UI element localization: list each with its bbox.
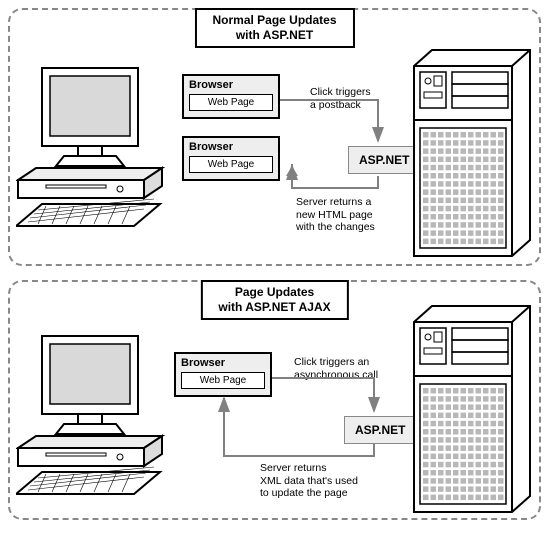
ann-line: to update the page xyxy=(260,487,358,500)
annotation-request: Click triggers an asynchronous call xyxy=(294,356,378,381)
panel-title: Normal Page Updates with ASP.NET xyxy=(194,8,354,48)
client-computer-icon xyxy=(16,330,166,500)
web-page-label: Web Page xyxy=(181,372,265,389)
title-line: Page Updates xyxy=(218,285,330,300)
ann-line: Server returns xyxy=(260,462,358,475)
aspnet-box: ASP.NET xyxy=(348,146,420,174)
title-line: Normal Page Updates xyxy=(212,13,336,28)
panel-title: Page Updates with ASP.NET AJAX xyxy=(200,280,348,320)
browser-label: Browser xyxy=(181,357,265,369)
ann-line: Server returns a xyxy=(296,196,375,209)
web-page-label: Web Page xyxy=(189,94,273,111)
title-line: with ASP.NET xyxy=(212,28,336,43)
annotation-response: Server returns XML data that's used to u… xyxy=(260,462,358,500)
browser-box-request: Browser Web Page xyxy=(182,74,280,119)
panel-ajax-updates: Page Updates with ASP.NET AJAX Browser W… xyxy=(8,280,541,520)
browser-label: Browser xyxy=(189,141,273,153)
browser-box-response: Browser Web Page xyxy=(182,136,280,181)
browser-box: Browser Web Page xyxy=(174,352,272,397)
server-vent-icon xyxy=(412,48,532,258)
browser-label: Browser xyxy=(189,79,273,91)
aspnet-box: ASP.NET xyxy=(344,416,416,444)
ann-line: Click triggers xyxy=(310,86,371,99)
ann-line: with the changes xyxy=(296,221,375,234)
title-line: with ASP.NET AJAX xyxy=(218,300,330,315)
annotation-request: Click triggers a postback xyxy=(310,86,371,111)
web-page-label: Web Page xyxy=(189,156,273,173)
ann-line: a postback xyxy=(310,99,371,112)
server-tower-icon xyxy=(412,304,532,514)
panel-normal-updates: Normal Page Updates with ASP.NET Browser xyxy=(8,8,541,266)
annotation-response: Server returns a new HTML page with the … xyxy=(296,196,375,234)
ann-line: new HTML page xyxy=(296,209,375,222)
ann-line: asynchronous call xyxy=(294,369,378,382)
ann-line: Click triggers an xyxy=(294,356,378,369)
ann-line: XML data that's used xyxy=(260,475,358,488)
client-computer-icon xyxy=(16,62,166,232)
